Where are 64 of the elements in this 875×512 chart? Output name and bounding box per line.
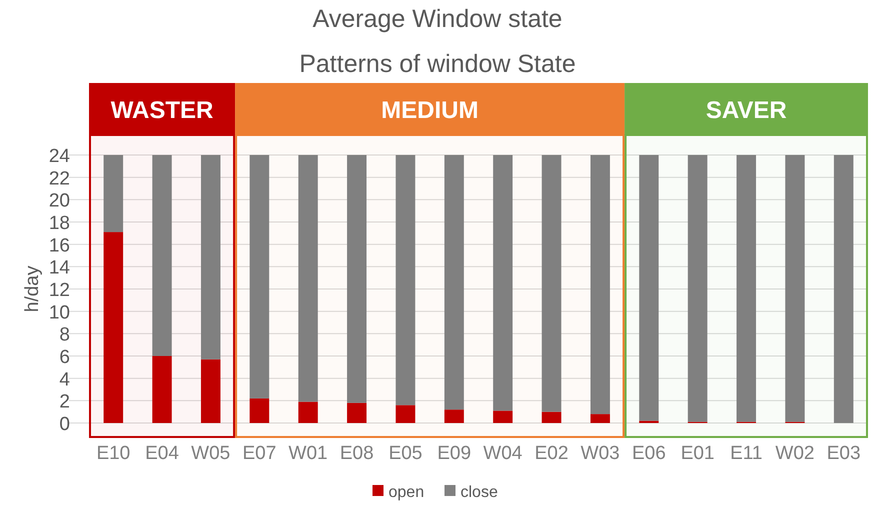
x-tick-label: E11 (730, 443, 762, 464)
x-tick-label: W04 (483, 443, 523, 464)
bar (347, 402, 367, 423)
bar (396, 155, 416, 406)
y-tick-label: 18 (48, 213, 70, 234)
y-tick-label: 8 (59, 324, 70, 346)
y-tick-label: 20 (48, 190, 70, 212)
x-tick-label: W01 (288, 443, 328, 464)
y-tick-label: 2 (59, 392, 70, 413)
x-tick-label: E04 (145, 443, 180, 464)
bar (639, 155, 659, 421)
y-tick-label: 22 (48, 168, 70, 190)
bar (736, 155, 756, 422)
x-tick-label: E01 (680, 443, 714, 464)
x-tick-label: W02 (775, 443, 815, 464)
x-tick-label: E06 (632, 443, 666, 464)
y-tick-label: 14 (48, 258, 70, 279)
bar (590, 414, 610, 423)
bar (200, 155, 220, 360)
y-tick-label: 10 (48, 302, 70, 324)
bar (250, 155, 270, 398)
bar (688, 155, 708, 422)
chart-subtitle: Patterns of window State (299, 50, 576, 78)
x-tick-label: E08 (340, 443, 374, 464)
x-tick-label: E05 (388, 443, 422, 464)
bar (444, 155, 464, 410)
bar (542, 155, 562, 412)
x-tick-label: E10 (96, 443, 130, 464)
bar (152, 356, 172, 423)
chart-title: Average Window state (312, 5, 562, 33)
band-label: MEDIUM (381, 97, 478, 124)
legend-label: close (460, 484, 498, 501)
x-tick-label: E07 (242, 443, 276, 464)
x-tick-label: W05 (191, 443, 230, 464)
y-tick-label: 12 (48, 280, 70, 301)
y-tick-label: 6 (59, 347, 70, 368)
bar (298, 155, 318, 402)
y-tick-label: 24 (48, 146, 70, 167)
band-label: SAVER (706, 97, 787, 124)
y-tick-label: 0 (59, 414, 70, 435)
x-tick-label: W03 (580, 443, 620, 464)
bar (152, 155, 172, 356)
band-label: WASTER (110, 97, 214, 124)
bar (590, 155, 610, 414)
x-tick-label: E09 (437, 443, 472, 464)
bar (200, 359, 220, 423)
bar (542, 412, 562, 423)
bar (396, 405, 416, 423)
bar (493, 155, 513, 411)
y-axis-title: h/day (22, 265, 43, 312)
bar (444, 410, 464, 423)
x-tick-label: E03 (826, 443, 861, 464)
y-tick-label: 4 (59, 369, 70, 390)
bar (104, 232, 124, 423)
legend-label: open (388, 484, 424, 501)
bar (347, 155, 367, 403)
bar (834, 155, 854, 423)
bar (104, 155, 124, 232)
bar (785, 155, 805, 422)
bar (493, 410, 513, 423)
y-tick-label: 16 (48, 235, 70, 256)
x-tick-label: E02 (534, 443, 568, 464)
bar (298, 402, 318, 423)
bar (250, 398, 270, 423)
